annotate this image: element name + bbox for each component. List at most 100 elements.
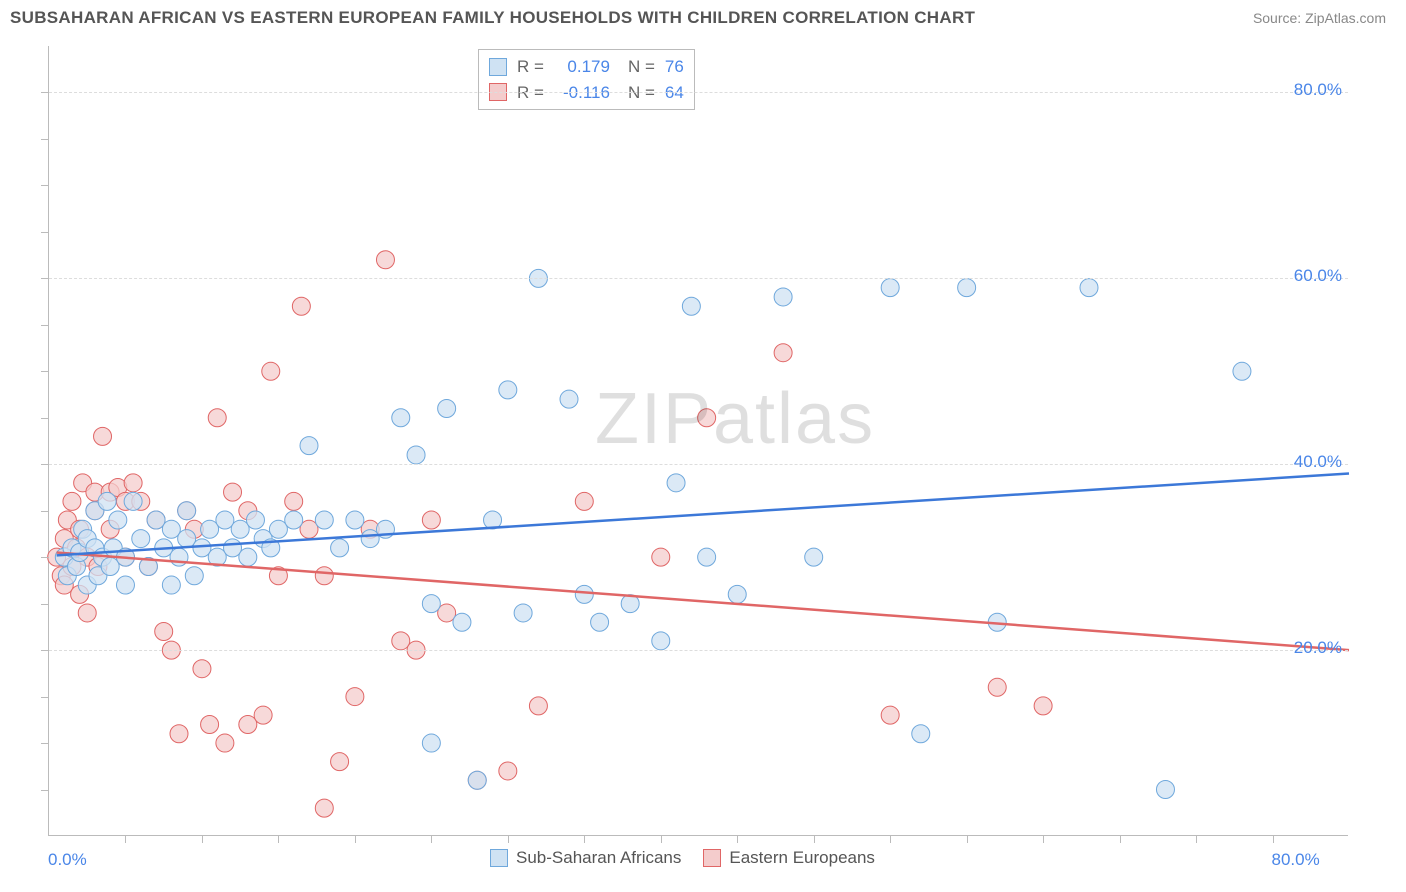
tick-y: [41, 92, 49, 93]
scatter-point-blue: [698, 548, 716, 566]
tick-x: [508, 835, 509, 843]
scatter-point-pink: [698, 409, 716, 427]
scatter-point-blue: [1233, 362, 1251, 380]
scatter-point-blue: [407, 446, 425, 464]
scatter-point-blue: [116, 576, 134, 594]
scatter-point-blue: [667, 474, 685, 492]
gridline-h: [49, 650, 1348, 651]
tick-y: [41, 790, 49, 791]
tick-x: [1196, 835, 1197, 843]
scatter-point-pink: [346, 688, 364, 706]
scatter-point-blue: [300, 437, 318, 455]
scatter-point-blue: [468, 771, 486, 789]
chart-source: Source: ZipAtlas.com: [1253, 10, 1386, 26]
scatter-point-blue: [98, 492, 116, 510]
ytick-label: 80.0%: [1294, 80, 1342, 100]
scatter-point-pink: [208, 409, 226, 427]
scatter-point-pink: [201, 715, 219, 733]
scatter-point-blue: [331, 539, 349, 557]
scatter-point-pink: [315, 567, 333, 585]
tick-y: [41, 278, 49, 279]
tick-y: [41, 232, 49, 233]
tick-y: [41, 557, 49, 558]
source-prefix: Source:: [1253, 10, 1305, 26]
xtick-label: 0.0%: [48, 850, 87, 870]
scatter-point-blue: [315, 511, 333, 529]
scatter-point-blue: [1080, 279, 1098, 297]
scatter-point-pink: [285, 492, 303, 510]
ytick-label: 60.0%: [1294, 266, 1342, 286]
tick-x: [1120, 835, 1121, 843]
scatter-point-pink: [78, 604, 96, 622]
scatter-point-blue: [239, 548, 257, 566]
scatter-point-blue: [392, 409, 410, 427]
scatter-point-pink: [774, 344, 792, 362]
scatter-point-pink: [292, 297, 310, 315]
scatter-point-pink: [499, 762, 517, 780]
scatter-point-blue: [422, 734, 440, 752]
scatter-point-blue: [185, 567, 203, 585]
swatch-blue-icon: [489, 58, 507, 76]
tick-x: [1273, 835, 1274, 843]
tick-x: [202, 835, 203, 843]
tick-x: [584, 835, 585, 843]
scatter-point-blue: [514, 604, 532, 622]
gridline-h: [49, 92, 1348, 93]
chart-area: Family Households with Children ZIPatlas…: [0, 36, 1406, 886]
scatter-point-blue: [162, 576, 180, 594]
tick-y: [41, 418, 49, 419]
scatter-point-blue: [124, 492, 142, 510]
scatter-point-blue: [499, 381, 517, 399]
scatter-point-pink: [988, 678, 1006, 696]
scatter-point-pink: [170, 725, 188, 743]
scatter-point-pink: [881, 706, 899, 724]
scatter-point-pink: [575, 492, 593, 510]
tick-y: [41, 511, 49, 512]
tick-y: [41, 371, 49, 372]
scatter-point-blue: [774, 288, 792, 306]
series-legend: Sub-Saharan Africans Eastern Europeans: [490, 848, 875, 868]
scatter-point-blue: [805, 548, 823, 566]
gridline-h: [49, 464, 1348, 465]
scatter-point-pink: [254, 706, 272, 724]
scatter-point-blue: [285, 511, 303, 529]
scatter-point-blue: [178, 502, 196, 520]
scatter-point-pink: [63, 492, 81, 510]
scatter-point-pink: [422, 511, 440, 529]
legend-label: Eastern Europeans: [729, 848, 875, 868]
tick-y: [41, 464, 49, 465]
scatter-point-pink: [224, 483, 242, 501]
scatter-point-pink: [94, 427, 112, 445]
tick-y: [41, 139, 49, 140]
swatch-blue-icon: [490, 849, 508, 867]
scatter-point-blue: [682, 297, 700, 315]
scatter-point-pink: [652, 548, 670, 566]
legend-label: Sub-Saharan Africans: [516, 848, 681, 868]
tick-x: [737, 835, 738, 843]
tick-x: [661, 835, 662, 843]
chart-header: SUBSAHARAN AFRICAN VS EASTERN EUROPEAN F…: [0, 0, 1406, 36]
scatter-point-blue: [438, 399, 456, 417]
ytick-label: 40.0%: [1294, 452, 1342, 472]
scatter-point-pink: [1034, 697, 1052, 715]
tick-y: [41, 697, 49, 698]
tick-y: [41, 604, 49, 605]
scatter-point-blue: [422, 595, 440, 613]
source-name: ZipAtlas.com: [1305, 10, 1386, 26]
scatter-point-blue: [1156, 781, 1174, 799]
scatter-point-pink: [262, 362, 280, 380]
scatter-point-blue: [246, 511, 264, 529]
tick-y: [41, 650, 49, 651]
scatter-point-blue: [728, 585, 746, 603]
legend-item-blue: Sub-Saharan Africans: [490, 848, 681, 868]
scatter-point-blue: [453, 613, 471, 631]
plot-svg: [49, 46, 1349, 836]
scatter-point-blue: [912, 725, 930, 743]
tick-x: [1043, 835, 1044, 843]
scatter-point-blue: [132, 530, 150, 548]
scatter-point-pink: [529, 697, 547, 715]
trend-line-pink: [57, 553, 1349, 651]
scatter-point-blue: [652, 632, 670, 650]
r-value: 0.179: [552, 54, 610, 80]
scatter-point-pink: [155, 623, 173, 641]
